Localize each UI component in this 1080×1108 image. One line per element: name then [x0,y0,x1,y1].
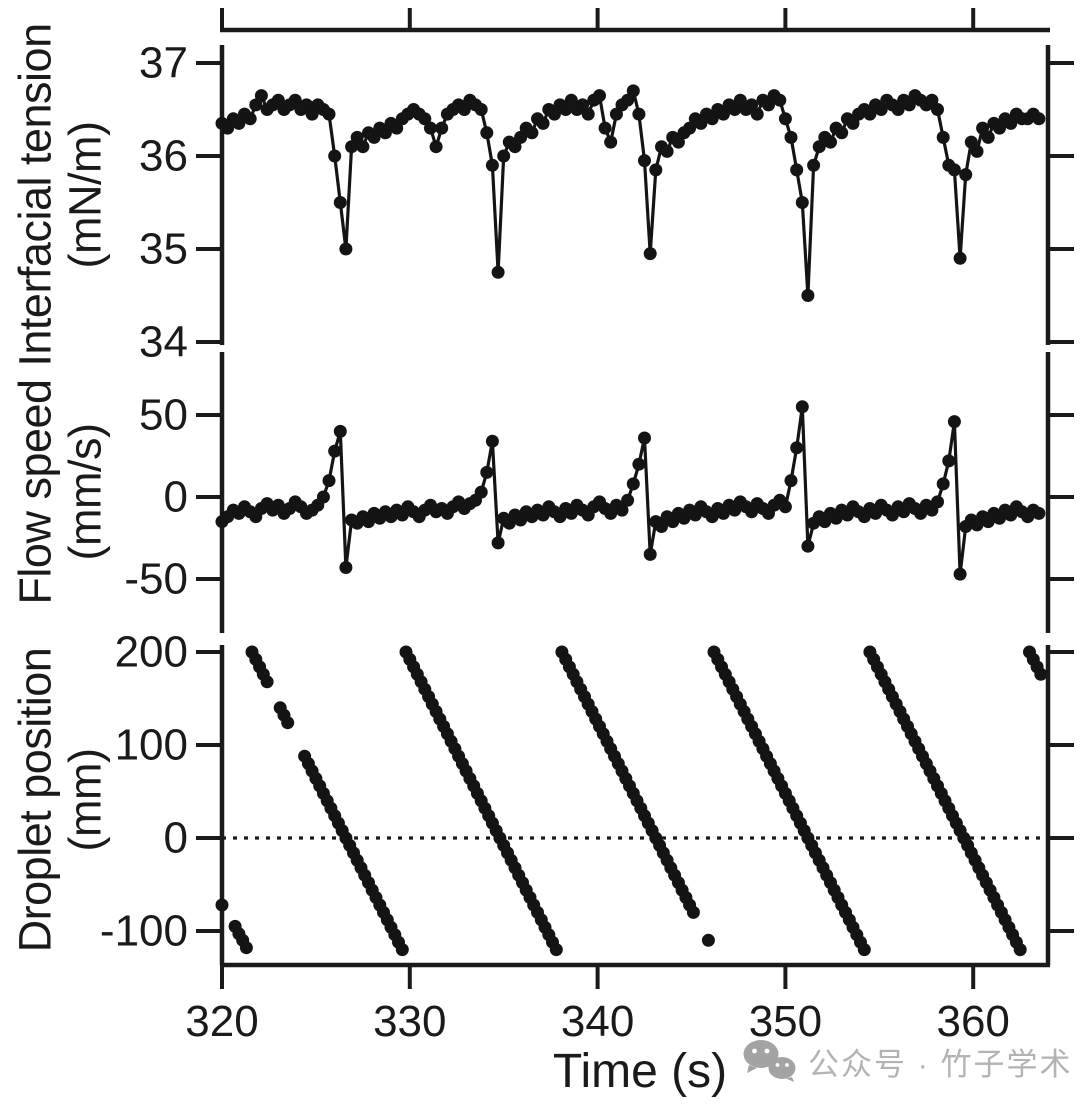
y-tick-label: 100 [115,721,188,770]
x-tick-label: 340 [561,997,634,1046]
y-axis-units-line: (mm) [60,748,111,852]
y-axis-units-line: (mN/m) [60,121,111,269]
x-tick-label: 350 [749,997,822,1046]
interfacial-tension-markers [215,84,1046,302]
x-tick-label: 360 [936,997,1009,1046]
x-tick-label: 320 [185,997,258,1046]
y-axis-units-line: (mm/s) [60,423,111,561]
y-tick-label: 36 [139,132,188,181]
y-axis-title-line: Interfacial tension [9,23,61,367]
y-axis-title-droplet-position: Droplet position (mm) [9,647,112,953]
interfacial-tension-series-line [220,89,1040,298]
y-tick-label: 0 [164,473,188,522]
top-x-axis [220,8,1050,33]
panel-flow-speed: -50 0 50 [124,352,1074,633]
y-axis-title-line: Droplet position [9,647,61,953]
y-axis-title-interfacial-tension: Interfacial tension (mN/m) [9,23,112,367]
y-axis-title-flow-speed: Flow speed (mm/s) [9,379,112,605]
panel-droplet-position: -100 0 100 200 [100,628,1074,965]
droplet-position-markers [215,645,1048,957]
panel-interfacial-tension: 34 35 36 37 [139,39,1074,367]
x-axis-title: Time (s) [552,1045,728,1098]
y-tick-label: 50 [139,391,188,440]
bottom-x-axis: 320 330 340 350 360 [185,962,1050,1046]
y-tick-label: 34 [139,318,188,367]
wechat-icon [743,1040,796,1082]
y-tick-label: -50 [124,555,188,604]
y-tick-label: 200 [115,628,188,677]
y-tick-label: 35 [139,225,188,274]
y-tick-label: 37 [139,39,188,88]
y-tick-label: 0 [164,814,188,863]
x-tick-label: 330 [373,997,446,1046]
watermark-text: 公众号 · 竹子学术 [808,1046,1073,1082]
y-axis-title-line: Flow speed [9,379,61,605]
y-tick-label: -100 [100,907,188,956]
flow-speed-markers [215,400,1046,581]
watermark: 公众号 · 竹子学术 [740,1038,1073,1084]
